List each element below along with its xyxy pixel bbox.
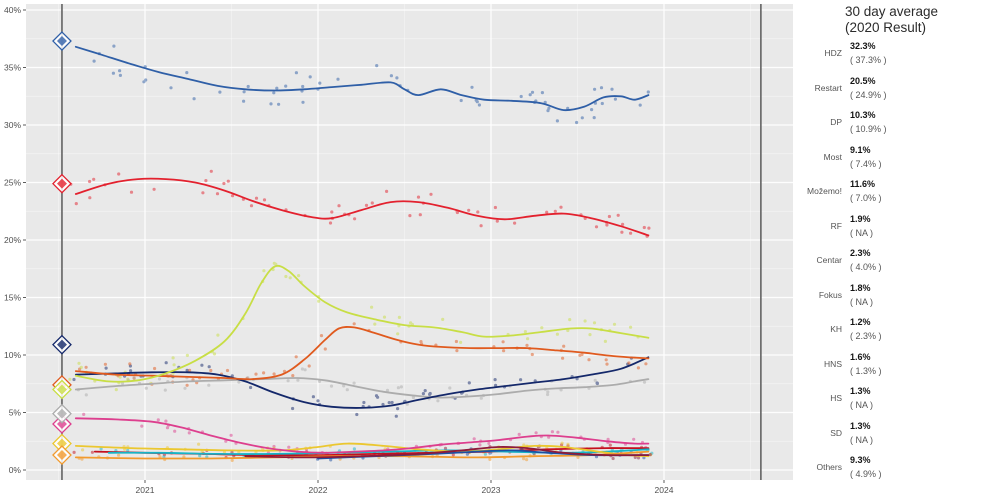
x-tick-label: 2021	[136, 485, 155, 495]
axis-ticks: 0% 5% 10% 15% 20% 25% 30% 35% 40% 2021 2022 2023 202…	[4, 5, 674, 495]
legend-value-text: 20.5%	[850, 75, 876, 86]
result-2020-marker-restart	[52, 173, 72, 194]
legend-party-label: Others	[816, 462, 842, 472]
legend-result-text: ( NA )	[850, 296, 874, 307]
trend-line-others	[74, 377, 650, 399]
legend-result-text: ( NA )	[850, 434, 874, 445]
legend-row-hs: HS 1.3% ( NA )	[800, 385, 1000, 413]
legend-party-label: KH	[830, 324, 842, 334]
result-2020-marker-hdz	[52, 31, 72, 51]
result-2020-marker-centar	[52, 414, 72, 434]
legend-result-text: ( 7.4% )	[850, 158, 882, 169]
y-tick-label: 35%	[4, 63, 21, 73]
y-tick-label: 30%	[4, 120, 21, 130]
legend-result-text: ( NA )	[850, 400, 874, 410]
legend-value-text: 1.9%	[850, 213, 871, 224]
legend-result-text: ( 24.9% )	[850, 89, 887, 100]
legend-value-text: 9.1%	[850, 144, 871, 155]
result-2020-marker-kh	[52, 433, 72, 454]
legend-title-line1: 30 day average	[845, 4, 939, 19]
y-tick-label: 15%	[4, 293, 21, 303]
y-tick-label: 0%	[9, 465, 22, 475]
result-2020-marker-mozemo	[52, 379, 72, 400]
trend-line-restart	[74, 177, 650, 237]
legend-row-others: Others 9.3% ( 4.9% )	[800, 454, 1000, 482]
legend-value-text: 9.3%	[850, 455, 871, 465]
trend-line-kh	[74, 442, 650, 458]
legend-party-label: DP	[830, 117, 842, 127]
legend-title-line2: (2020 Result)	[845, 20, 927, 35]
legend-row-rf: RF 1.9% ( NA )	[800, 213, 1000, 241]
y-tick-label: 25%	[4, 178, 21, 188]
y-tick-label: 40%	[4, 5, 21, 15]
trend-line-centar	[74, 417, 650, 454]
trend-line-mozemo	[74, 264, 650, 383]
legend-result-text: ( 7.0% )	[850, 193, 882, 203]
legend-row-mozemo: Možemo! 11.6% ( 7.0% )	[800, 178, 1000, 206]
legend-value-text: 1.2%	[850, 317, 871, 327]
legend-row-dp: DP 10.3% ( 10.9% )	[800, 109, 1000, 137]
x-tick-label: 2022	[309, 485, 328, 495]
legend-result-text: ( 4.0% )	[850, 262, 882, 272]
legend-row-sd: SD 1.3% ( NA )	[800, 420, 1000, 448]
legend-result-text: ( 37.3% )	[850, 55, 887, 65]
x-tick-label: 2023	[482, 485, 501, 495]
x-tick-label: 2024	[655, 485, 674, 495]
legend-row-kh: KH 1.2% ( 2.3% )	[800, 316, 1000, 344]
y-tick-label: 20%	[4, 235, 21, 245]
legend-value-text: 1.3%	[850, 386, 871, 396]
legend-party-label: Fokus	[818, 289, 842, 300]
legend-result-text: ( NA )	[850, 227, 874, 238]
legend-value-text: 1.3%	[850, 420, 871, 431]
legend-result-text: ( 2.3% )	[850, 331, 882, 341]
legend-value-text: 11.6%	[850, 179, 876, 189]
legend-party-label: Restart	[814, 82, 842, 93]
legend-title: 30 day average (2020 Result)	[845, 4, 1000, 36]
legend-panel: 30 day average (2020 Result) HDZ 32.3% ( 3…	[800, 0, 1000, 500]
y-tick-label: 5%	[9, 408, 22, 418]
legend-value-text: 1.6%	[850, 351, 871, 362]
plot-panel	[26, 4, 793, 480]
legend-result-text: ( 1.3% )	[850, 365, 882, 376]
legend-result-text: ( 10.9% )	[850, 124, 887, 134]
legend-party-label: SD	[830, 427, 842, 438]
trend-line-sd	[244, 445, 650, 459]
result-2020-marker-dp	[52, 334, 72, 355]
trend-line-most	[74, 325, 650, 381]
legend-party-label: Most	[823, 151, 842, 162]
legend-value-text: 10.3%	[850, 110, 876, 120]
trend-line-fokus	[107, 448, 650, 455]
legend-row-restart: Restart 20.5% ( 24.9% )	[800, 75, 1000, 103]
legend-row-centar: Centar 2.3% ( 4.0% )	[800, 247, 1000, 275]
legend-row-fokus: Fokus 1.8% ( NA )	[800, 282, 1000, 310]
legend-party-label: HDZ	[824, 48, 842, 58]
legend-party-label: Centar	[816, 255, 842, 265]
legend-party-label: HS	[830, 393, 842, 403]
y-tick-label: 10%	[4, 350, 21, 360]
legend-value-text: 2.3%	[850, 248, 871, 258]
legend-row-most: Most 9.1% ( 7.4% )	[800, 144, 1000, 172]
result-2020-marker-hns	[52, 445, 72, 465]
legend-party-label: RF	[830, 220, 842, 231]
result-2020-marker-others	[52, 403, 72, 424]
trend-line-hdz	[74, 45, 650, 112]
legend-result-text: ( 4.9% )	[850, 469, 882, 479]
legend-row-hdz: HDZ 32.3% ( 37.3% )	[800, 40, 1000, 68]
legend-row-hns: HNS 1.6% ( 1.3% )	[800, 351, 1000, 379]
legend-value-text: 32.3%	[850, 41, 876, 51]
trend-line-dp	[74, 356, 650, 409]
legend-party-label: Možemo!	[807, 186, 842, 196]
legend-party-label: HNS	[824, 358, 842, 369]
legend-value-text: 1.8%	[850, 282, 871, 293]
